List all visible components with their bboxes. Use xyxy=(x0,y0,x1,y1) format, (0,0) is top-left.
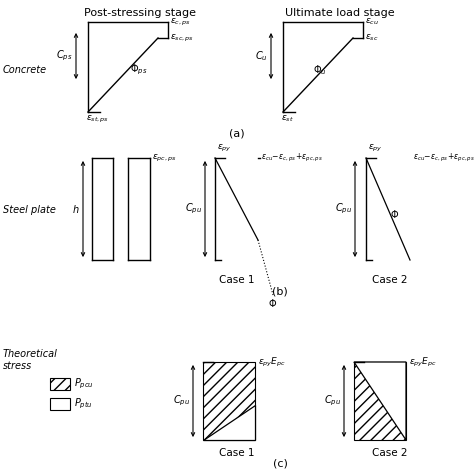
Text: $C_{pu}$: $C_{pu}$ xyxy=(324,394,341,408)
Text: $\varepsilon_{cu}\!-\!\varepsilon_{c,ps}\!+\!\varepsilon_{pc,ps}$: $\varepsilon_{cu}\!-\!\varepsilon_{c,ps}… xyxy=(261,152,323,164)
Text: $C_{pu}$: $C_{pu}$ xyxy=(335,202,352,216)
Text: Case 1: Case 1 xyxy=(219,275,255,285)
Text: Case 1: Case 1 xyxy=(219,448,255,458)
Text: (a): (a) xyxy=(229,128,245,138)
Text: $\varepsilon_{pc,ps}$: $\varepsilon_{pc,ps}$ xyxy=(152,152,177,164)
Text: $C_{pu}$: $C_{pu}$ xyxy=(173,394,190,408)
Polygon shape xyxy=(203,405,255,440)
Text: $\varepsilon_{c,ps}$: $\varepsilon_{c,ps}$ xyxy=(170,16,191,28)
Polygon shape xyxy=(354,362,406,440)
Text: $\varepsilon_{py}E_{pc}$: $\varepsilon_{py}E_{pc}$ xyxy=(409,355,437,368)
Text: Case 2: Case 2 xyxy=(372,275,408,285)
Text: Concrete: Concrete xyxy=(3,65,47,75)
Text: $\varepsilon_{st,ps}$: $\varepsilon_{st,ps}$ xyxy=(86,114,109,125)
Text: $\varepsilon_{py}$: $\varepsilon_{py}$ xyxy=(368,143,383,154)
Text: Case 2: Case 2 xyxy=(372,448,408,458)
Text: $\Phi_{ps}$: $\Phi_{ps}$ xyxy=(130,63,147,77)
Text: $\varepsilon_{st}$: $\varepsilon_{st}$ xyxy=(281,114,294,125)
Text: $C_{pu}$: $C_{pu}$ xyxy=(185,202,202,216)
Text: $\Phi_u$: $\Phi_u$ xyxy=(313,63,327,77)
Text: $\varepsilon_{sc,ps}$: $\varepsilon_{sc,ps}$ xyxy=(170,32,194,44)
Bar xyxy=(50,378,70,390)
Text: $\varepsilon_{sc}$: $\varepsilon_{sc}$ xyxy=(365,33,379,43)
Text: $\varepsilon_{cu}$: $\varepsilon_{cu}$ xyxy=(365,17,379,27)
Text: Post-stressing stage: Post-stressing stage xyxy=(84,8,196,18)
Text: $\varepsilon_{py}E_{pc}$: $\varepsilon_{py}E_{pc}$ xyxy=(258,355,286,368)
Text: $\Phi$: $\Phi$ xyxy=(390,208,399,220)
Text: Theoretical
stress: Theoretical stress xyxy=(3,349,58,371)
Text: $C_{ps}$: $C_{ps}$ xyxy=(56,49,73,63)
Bar xyxy=(50,398,70,410)
Text: $\varepsilon_{cu}\!-\!\varepsilon_{c,ps}\!+\!\varepsilon_{pc,ps}$: $\varepsilon_{cu}\!-\!\varepsilon_{c,ps}… xyxy=(413,152,474,164)
Text: (b): (b) xyxy=(272,287,288,297)
Text: Ultimate load stage: Ultimate load stage xyxy=(285,8,395,18)
Text: $h$: $h$ xyxy=(73,203,80,215)
Bar xyxy=(354,362,406,440)
Bar xyxy=(203,362,255,440)
Text: (c): (c) xyxy=(273,458,287,468)
Text: $\Phi$: $\Phi$ xyxy=(268,297,278,309)
Text: Steel plate: Steel plate xyxy=(3,205,56,215)
Text: $P_{pcu}$: $P_{pcu}$ xyxy=(74,377,94,391)
Text: $P_{ptu}$: $P_{ptu}$ xyxy=(74,397,93,411)
Text: $\varepsilon_{py}$: $\varepsilon_{py}$ xyxy=(217,143,232,154)
Text: $C_u$: $C_u$ xyxy=(255,49,268,63)
